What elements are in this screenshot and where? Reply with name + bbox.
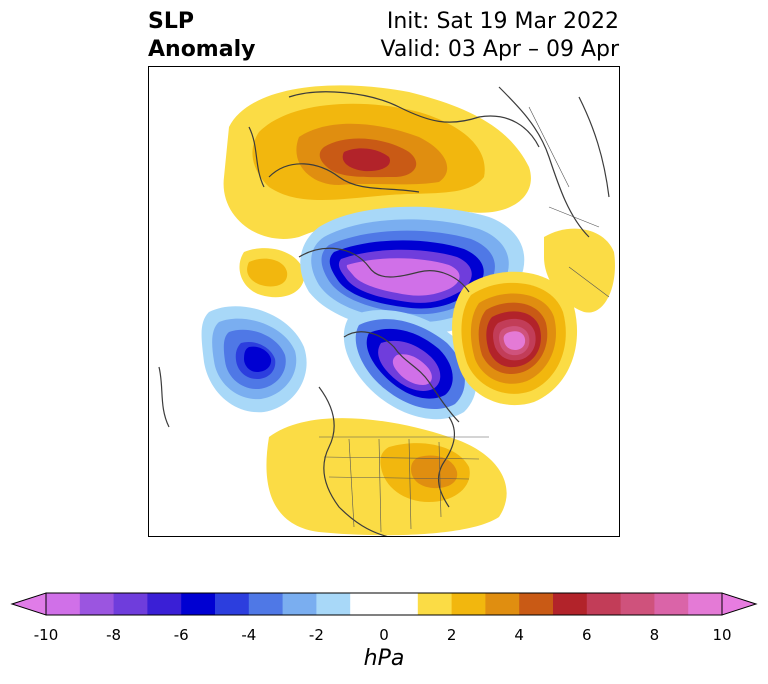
colorbar-cell [46, 593, 81, 615]
colorbar-cell [586, 593, 622, 615]
valid-date: Valid: 03 Apr – 09 Apr [380, 37, 620, 62]
colorbar [10, 592, 758, 616]
colorbar-tick-label: 6 [582, 626, 592, 644]
map-dates: Init: Sat 19 Mar 2022 Valid: 03 Apr – 09… [381, 8, 620, 64]
map-canvas [158, 85, 615, 536]
anomaly-map [148, 66, 620, 537]
colorbar-tick-label: -6 [173, 626, 189, 644]
colorbar-cell [248, 593, 284, 615]
colorbar-tick-label: 2 [446, 626, 457, 644]
positive-north-atlantic [452, 271, 578, 406]
colorbar-tick-label: 8 [649, 626, 660, 644]
colorbar-cell [282, 593, 317, 615]
colorbar-cell [181, 593, 216, 615]
init-date: Init: Sat 19 Mar 2022 [386, 9, 619, 34]
colorbar-outline [45, 592, 723, 616]
colorbar-tick-label: -8 [106, 626, 122, 644]
colorbar-cell [688, 593, 723, 615]
colorbar-cell [485, 593, 520, 615]
colorbar-tick-label: 10 [712, 626, 732, 644]
borders [319, 106, 610, 533]
colorbar-cell [417, 593, 453, 615]
colorbar-over-arrow [721, 592, 758, 616]
positive-northern-eurasia [223, 85, 531, 239]
colorbar-cell [79, 593, 115, 615]
positive-north-america [266, 418, 507, 536]
colorbar-cell [350, 593, 385, 615]
colorbar-cell [113, 593, 148, 615]
colorbar-cell [654, 593, 689, 615]
colorbar-tick-label: 0 [379, 626, 389, 644]
colorbar-units: hPa [363, 646, 405, 671]
colorbar-cell [147, 593, 182, 615]
colorbar-cell [519, 593, 554, 615]
colorbar-cell [215, 593, 250, 615]
colorbar-cell [620, 593, 655, 615]
negative-north-pacific [201, 306, 307, 413]
colorbar-tick-labels: -10 -8 -6 -4 -2 0 2 4 6 8 10 [0, 626, 768, 646]
colorbar-cell [384, 593, 419, 615]
colorbar-tick-label: -4 [241, 626, 257, 644]
colorbar-under-arrow [10, 592, 47, 616]
colorbar-tick-label: -2 [308, 626, 324, 644]
map-title: SLP Anomaly [148, 8, 255, 64]
colorbar-cell [316, 593, 351, 615]
title-line-2: Anomaly [148, 37, 256, 62]
colorbar-cells [46, 593, 723, 615]
coastlines [158, 86, 610, 536]
colorbar-tick-label: 4 [514, 626, 524, 644]
title-line-1: SLP [148, 9, 194, 34]
colorbar-tick-label: -10 [33, 626, 59, 644]
colorbar-cell [451, 593, 486, 615]
colorbar-cell [553, 593, 588, 615]
